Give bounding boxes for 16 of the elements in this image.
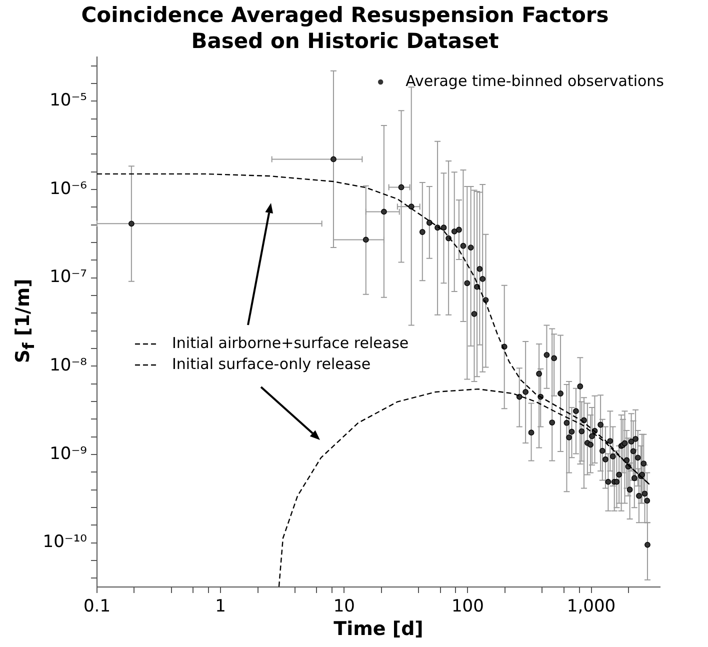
x-tick-label: 0.1 bbox=[83, 596, 111, 617]
y-tick-label: 10⁻⁷ bbox=[50, 267, 88, 288]
legend-label: Average time-binned observations bbox=[406, 72, 664, 90]
chart-title: Coincidence Averaged Resuspension Factors Based on Historic Dataset bbox=[80, 2, 610, 54]
y-tick-label: 10⁻¹⁰ bbox=[42, 532, 88, 552]
y-tick-label: 10⁻⁹ bbox=[50, 444, 88, 464]
y-tick-label: 10⁻⁶ bbox=[50, 178, 88, 199]
x-tick-label: 10 bbox=[333, 596, 355, 617]
x-tick-label: 100 bbox=[451, 596, 484, 617]
legend-label: Initial airborne+surface release bbox=[172, 334, 409, 352]
legend-label: Initial surface-only release bbox=[172, 354, 371, 373]
y-tick-label: 10⁻⁵ bbox=[50, 90, 87, 111]
x-tick-label: 1 bbox=[215, 596, 226, 617]
y-tick-label: 10⁻⁸ bbox=[50, 356, 88, 376]
x-axis-title: Time [d] bbox=[332, 618, 424, 640]
x-tick-label: 1,000 bbox=[566, 596, 616, 617]
